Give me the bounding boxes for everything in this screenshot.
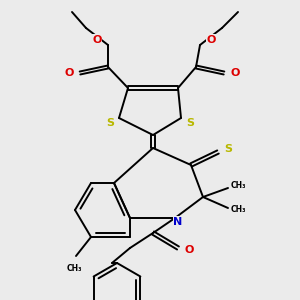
Text: O: O xyxy=(92,35,102,45)
Text: O: O xyxy=(230,68,240,78)
Text: O: O xyxy=(64,68,74,78)
Text: O: O xyxy=(206,35,216,45)
Text: CH₃: CH₃ xyxy=(66,264,82,273)
Text: S: S xyxy=(106,118,114,128)
Text: O: O xyxy=(184,245,194,255)
Text: S: S xyxy=(186,118,194,128)
Text: N: N xyxy=(173,217,183,227)
Text: CH₃: CH₃ xyxy=(231,181,247,190)
Text: S: S xyxy=(224,144,232,154)
Text: CH₃: CH₃ xyxy=(231,205,247,214)
